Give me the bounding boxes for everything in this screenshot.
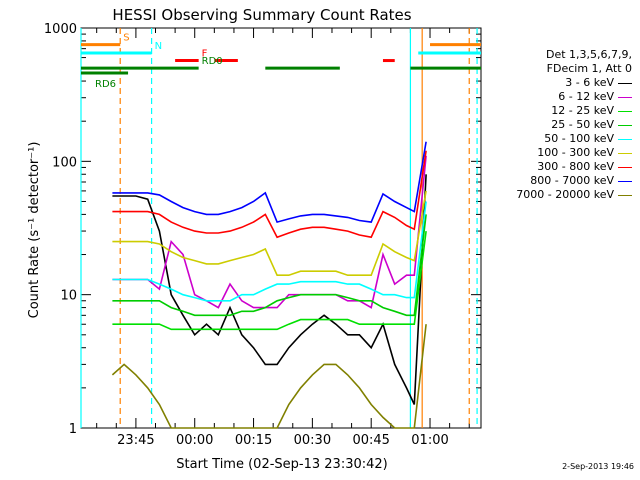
legend-label: 12 - 25 keV — [551, 104, 614, 117]
legend-label: 100 - 300 keV — [537, 146, 614, 159]
legend-entry: 6 - 12 keV — [558, 90, 632, 103]
legend-swatch — [618, 96, 632, 98]
legend-header: FDecim 1, Att 0 — [546, 62, 632, 75]
legend-label: 6 - 12 keV — [558, 90, 614, 103]
legend-swatch — [618, 138, 632, 140]
series-line — [112, 141, 427, 224]
state-bar-label: S — [123, 33, 129, 44]
series-line — [112, 230, 427, 331]
chart-title: HESSI Observing Summary Count Rates — [112, 6, 411, 24]
y-tick-label: 100 — [52, 155, 77, 170]
series-line — [112, 214, 427, 317]
legend-header: Det 1,3,5,6,7,9, — [545, 48, 632, 61]
legend-label: 3 - 6 keV — [565, 76, 614, 89]
x-tick-label: 01:00 — [411, 433, 448, 448]
legend-label: 50 - 100 keV — [544, 132, 614, 145]
legend-label: 800 - 7000 keV — [530, 174, 614, 187]
x-tick-label: 00:45 — [352, 433, 389, 448]
legend-swatch — [618, 124, 632, 126]
legend-swatch — [618, 82, 632, 84]
x-tick-label: 00:15 — [235, 433, 272, 448]
legend-entry: 12 - 25 keV — [551, 104, 632, 117]
legend-swatch — [618, 194, 632, 196]
date-stamp: 2-Sep-2013 19:46 — [562, 462, 634, 471]
legend-entry: 300 - 800 keV — [537, 160, 632, 173]
x-tick-label: 00:30 — [294, 433, 331, 448]
legend-entry: 50 - 100 keV — [544, 132, 632, 145]
legend-swatch — [618, 180, 632, 182]
state-bar-label: RD0 — [202, 56, 223, 67]
series-line — [112, 201, 427, 302]
state-bar-label: RD6 — [95, 79, 116, 90]
axes: 1 10 100 1000 23:45 00:00 00:15 00:30 00:45 01:00 — [44, 22, 482, 448]
y-tick-label: 10 — [60, 289, 77, 304]
series-line — [112, 155, 427, 309]
vertical-markers — [80, 28, 478, 428]
series-line — [112, 150, 427, 239]
legend-entry: 7000 - 20000 keV — [516, 188, 632, 201]
y-axis-label: Count Rate (s⁻¹ detector⁻¹) — [27, 142, 42, 319]
legend-swatch — [618, 110, 632, 112]
y-tick-label: 1 — [69, 422, 77, 437]
legend-label: 25 - 50 keV — [551, 118, 614, 131]
legend-entry: 800 - 7000 keV — [530, 174, 632, 187]
state-bar-label: F — [202, 49, 208, 60]
y-tick-label: 1000 — [44, 22, 77, 37]
x-axis-label: Start Time (02-Sep-13 23:30:42) — [176, 457, 387, 472]
legend-entry: 25 - 50 keV — [551, 118, 632, 131]
x-tick-label: 00:00 — [176, 433, 213, 448]
series-line — [112, 190, 427, 277]
legend-swatch — [618, 152, 632, 154]
x-tick-label: 23:45 — [117, 433, 154, 448]
legend-label: 7000 - 20000 keV — [516, 188, 614, 201]
legend-swatch — [618, 166, 632, 168]
legend-entry: 3 - 6 keV — [565, 76, 632, 89]
legend-label: 300 - 800 keV — [537, 160, 614, 173]
series-group — [111, 141, 427, 429]
legend-entry: 100 - 300 keV — [537, 146, 632, 159]
state-bar-label: N — [155, 41, 162, 52]
series-line — [111, 324, 427, 429]
